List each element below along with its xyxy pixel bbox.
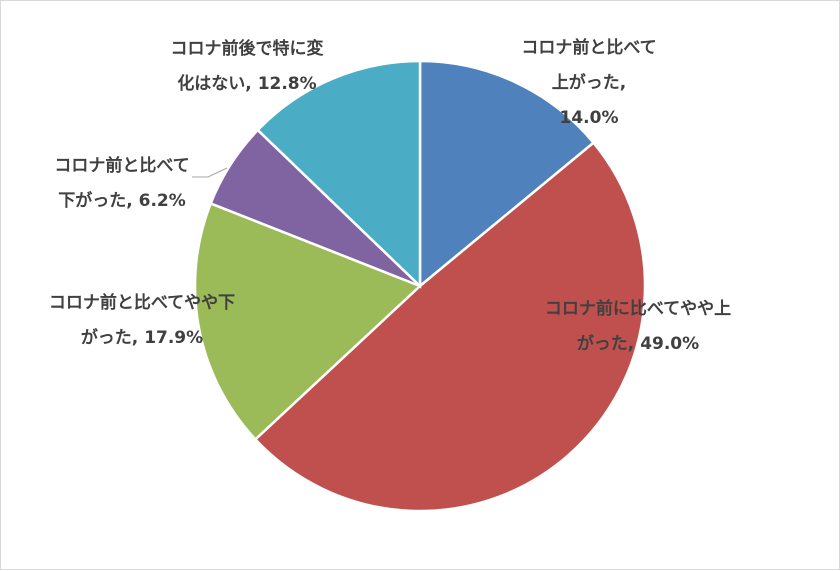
slice-label-line: コロナ前後で特に変 [171, 38, 324, 59]
slice-label-line: コロナ前と比べて [54, 155, 189, 176]
slice-label-line: 14.0% [560, 108, 619, 128]
slice-label-line: がった, 49.0% [577, 333, 699, 354]
slice-label-line: 下がった, 6.2% [58, 190, 186, 211]
slice-label-line: 上がった, [552, 72, 626, 93]
slice-label-4: コロナ前後で特に変化はない, 12.8% [171, 38, 324, 94]
slice-label-line: コロナ前と比べてやや下 [49, 292, 235, 313]
pie-slice-4 [256, 59, 422, 289]
leaders-layer [192, 167, 228, 178]
labels-layer: コロナ前と比べて上がった, 14.0%コロナ前に比べてやや上がった, 49.0%コ… [49, 37, 731, 354]
slice-label-line: がった, 17.9% [81, 327, 203, 348]
slice-label-2: コロナ前と比べてやや下がった, 17.9% [49, 292, 235, 348]
slice-label-0: コロナ前と比べて上がった, 14.0% [521, 37, 656, 128]
slice-label-line: コロナ前に比べてやや上 [545, 298, 731, 319]
slice-label-1: コロナ前に比べてやや上がった, 49.0% [545, 298, 731, 354]
slice-label-3: コロナ前と比べて下がった, 6.2% [54, 155, 189, 211]
pie-slice-1 [253, 140, 647, 513]
slices-layer [193, 59, 647, 513]
pie-slice-2 [193, 201, 423, 442]
pie-slice-0 [418, 59, 596, 289]
slice-label-line: コロナ前と比べて [521, 37, 656, 58]
slice-label-line: 化はない, 12.8% [177, 73, 316, 94]
leader-line-3 [192, 167, 228, 178]
